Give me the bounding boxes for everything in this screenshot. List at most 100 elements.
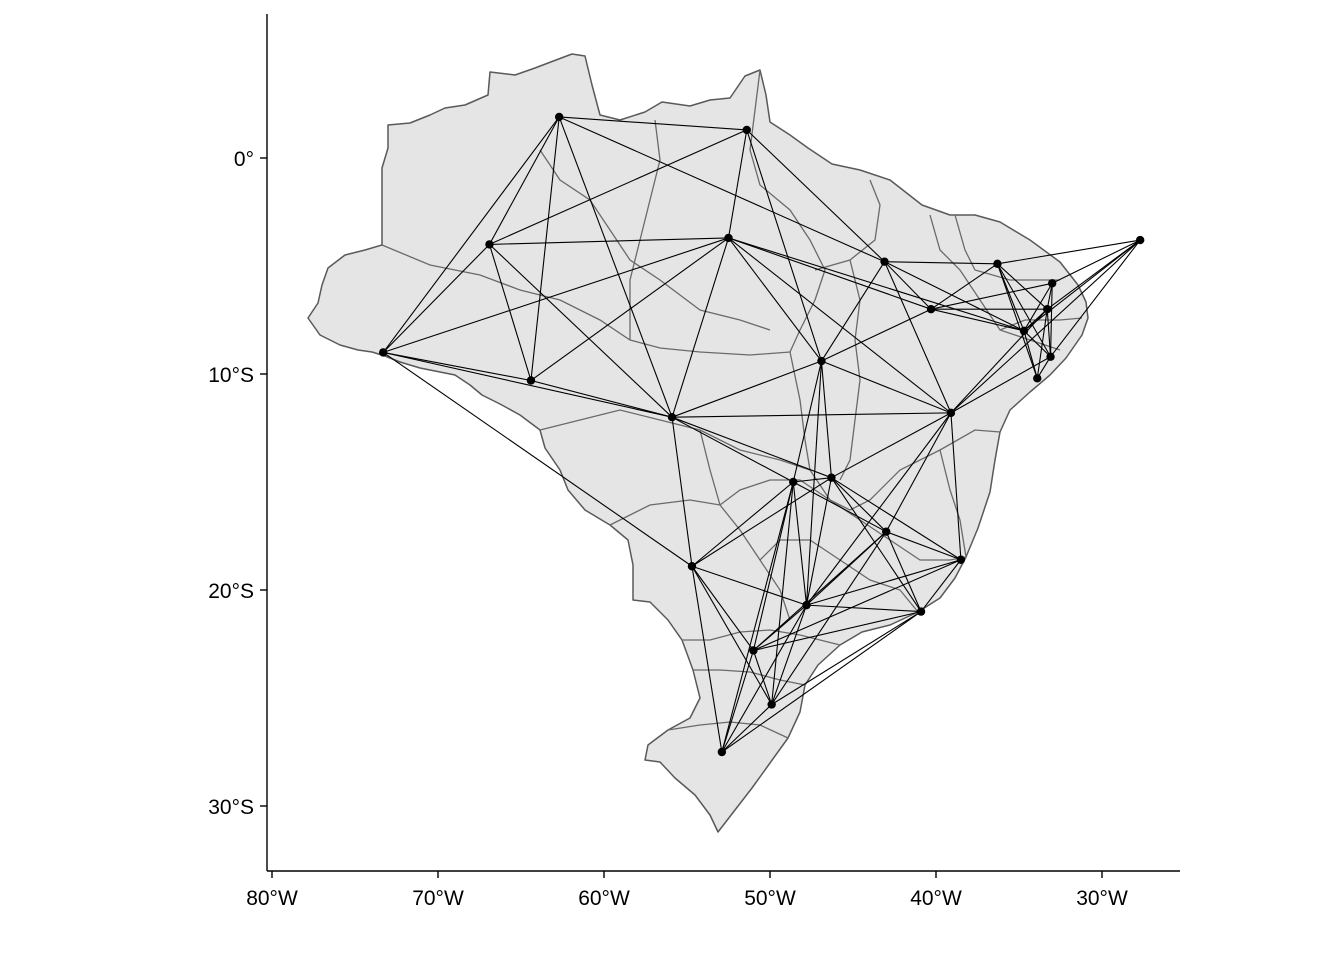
network-edge <box>1023 282 1053 332</box>
network-edge <box>792 481 808 606</box>
network-edge <box>930 282 1053 310</box>
network-edge <box>806 559 962 606</box>
network-edge <box>820 360 832 478</box>
y-axis-ticks: 0° 10°S 20°S 30°S <box>208 148 267 819</box>
x-tick-label: 60°W <box>578 887 630 910</box>
network-edge <box>997 263 1048 310</box>
network-edge <box>792 360 822 483</box>
network-node <box>789 477 798 487</box>
network-edge <box>728 237 932 310</box>
network-edge <box>530 116 560 381</box>
network-edge <box>950 239 1141 414</box>
network-node <box>1019 326 1029 335</box>
x-tick-label: 80°W <box>246 887 298 910</box>
network-edge <box>489 237 729 245</box>
network-edge <box>691 565 773 705</box>
network-edge <box>752 650 773 705</box>
network-edge <box>671 360 822 418</box>
network-edge <box>884 261 1025 332</box>
network-edge <box>1051 239 1141 284</box>
network-edges <box>382 116 1141 753</box>
network-node <box>1033 374 1042 383</box>
network-edge <box>727 129 748 239</box>
network-edge <box>530 379 673 418</box>
network-edge <box>753 559 962 651</box>
network-edge <box>691 565 754 651</box>
network-edge <box>884 261 998 265</box>
network-edge <box>488 244 532 381</box>
network-edge <box>728 237 822 362</box>
network-edge <box>950 412 962 560</box>
network-edge <box>831 477 887 533</box>
network-node <box>916 607 926 616</box>
network-edge <box>530 237 729 381</box>
network-edge <box>721 481 794 753</box>
network-node <box>554 112 564 122</box>
network-edge <box>930 263 998 310</box>
network-node <box>946 408 956 418</box>
network-node <box>1046 352 1055 361</box>
network-edge <box>771 481 794 705</box>
network-edge <box>997 239 1141 265</box>
network-edge <box>830 477 922 612</box>
network-edge <box>753 604 807 651</box>
network-edge <box>1046 309 1052 357</box>
network-edge <box>884 261 952 414</box>
y-tick-label: 10°S <box>208 364 254 387</box>
network-edge <box>382 351 693 567</box>
network-edge <box>805 361 823 606</box>
network-edge <box>746 129 822 362</box>
network-node <box>379 348 388 357</box>
network-edge <box>691 565 807 606</box>
network-edge <box>691 481 794 567</box>
network-node <box>742 125 751 135</box>
network-edge <box>721 611 922 753</box>
network-edge <box>753 611 922 652</box>
network-edge <box>771 531 887 705</box>
x-tick-label: 50°W <box>744 887 796 910</box>
network-node <box>767 700 776 709</box>
network-edge <box>383 351 532 382</box>
network-edge <box>792 481 887 533</box>
network-edge <box>886 531 962 561</box>
network-edge <box>671 416 832 479</box>
network-node <box>526 376 536 385</box>
network-edge <box>721 704 773 753</box>
network-edge <box>885 412 952 532</box>
network-node <box>882 527 891 536</box>
network-edge <box>383 237 729 353</box>
x-axis-ticks: 80°W 70°W 60°W 50°W 40°W 30°W <box>246 871 1128 910</box>
network-edge <box>820 261 886 362</box>
network-edge <box>831 477 962 561</box>
network-edge <box>691 566 723 753</box>
network-edge <box>806 604 922 613</box>
x-tick-label: 30°W <box>1076 887 1128 910</box>
network-node <box>993 259 1002 269</box>
network-edge <box>996 263 1052 357</box>
network-edge <box>672 412 951 418</box>
network-edge <box>1046 283 1053 310</box>
network-edge <box>805 477 832 606</box>
network-edge <box>489 244 673 418</box>
network-node <box>667 413 677 422</box>
network-node <box>817 356 826 366</box>
network-edge <box>559 116 747 131</box>
network-edge <box>885 531 922 612</box>
network-edge <box>821 360 952 414</box>
network-edge <box>950 356 1051 414</box>
network-edge <box>671 237 730 418</box>
network-node <box>956 555 966 564</box>
y-tick-label: 20°S <box>208 580 254 603</box>
network-edge <box>884 261 932 310</box>
network-edge <box>383 351 673 418</box>
network-edge <box>793 477 832 483</box>
network-edge <box>930 308 1025 332</box>
network-edge <box>1023 330 1051 358</box>
axes <box>266 14 1180 872</box>
network-edge <box>558 116 673 418</box>
network-edge <box>721 604 807 753</box>
network-node <box>802 600 811 610</box>
brazil-outline <box>307 53 1089 833</box>
network-edge <box>746 129 885 263</box>
